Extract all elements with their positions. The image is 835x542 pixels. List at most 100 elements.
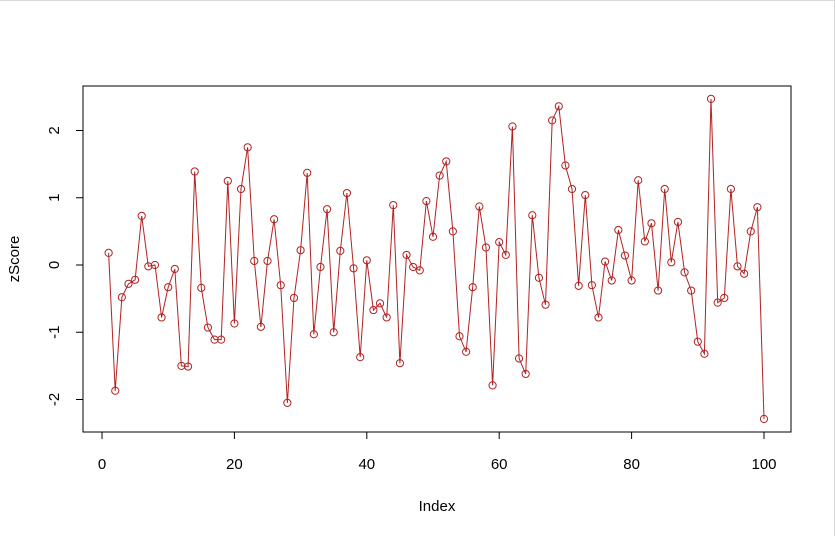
data-point [322,205,332,214]
data-point [514,354,524,363]
data-point [402,250,411,260]
data-point [673,217,683,227]
data-point [647,219,656,228]
data-point [495,238,504,247]
plot-frame [82,85,792,433]
x-tick-label: 100 [751,456,776,473]
data-point [693,337,702,346]
data-point [634,176,643,185]
data-point [462,347,471,356]
series-layer [104,94,769,424]
data-point [256,322,265,331]
data-point [428,232,438,241]
data-point [375,299,385,308]
data-point [170,264,179,274]
data-point [389,201,398,210]
data-point [316,262,325,272]
data-point [157,313,166,322]
y-tick-label: -1 [46,326,63,339]
data-point [342,188,352,198]
data-point [382,313,391,322]
data-point [369,305,378,315]
data-point [753,203,762,212]
data-point [422,197,431,206]
data-point [217,335,226,344]
data-point [567,184,577,194]
data-point [620,251,630,260]
data-point [607,276,616,285]
data-point [541,300,550,309]
data-point [177,361,186,370]
data-point [362,256,371,265]
data-point [700,349,709,358]
x-tick-label: 60 [491,456,508,473]
data-point [150,260,160,270]
data-point [746,227,755,236]
data-point [289,293,299,303]
data-point [660,184,669,194]
data-point [283,398,292,407]
data-point [561,161,570,170]
data-point [468,283,477,292]
data-point [131,275,140,284]
data-point [349,264,358,273]
data-point [733,262,742,271]
data-point [548,116,557,125]
y-axis: -2 -1 0 1 2 [46,126,84,406]
data-point [243,143,252,152]
data-point [190,167,199,176]
data-point [554,102,563,111]
x-tick-label: 0 [98,456,106,473]
data-point [475,202,484,211]
data-point [574,281,583,290]
data-point [336,246,345,255]
data-point [627,276,636,285]
data-point [395,359,404,368]
x-tick-label: 40 [358,456,375,473]
data-point [614,225,623,235]
data-point [501,250,510,260]
x-tick-label: 80 [623,456,640,473]
x-axis-label: Index [419,498,456,515]
data-point [680,268,689,277]
data-point [415,266,424,275]
data-point [164,283,173,292]
data-point [263,256,272,266]
data-point [713,298,722,307]
data-point [230,319,239,328]
data-point [587,281,596,290]
y-tick-label: 0 [46,261,63,269]
data-point [309,330,318,339]
data-point [296,246,305,255]
y-tick-label: -2 [46,393,63,406]
data-point [528,211,537,220]
data-point [442,157,451,166]
data-point [210,335,219,344]
x-tick-label: 20 [226,456,243,473]
data-point [521,369,530,379]
data-point [236,184,246,194]
data-point [137,211,146,221]
data-point [601,257,610,266]
data-point [720,293,729,303]
data-point [111,386,120,395]
data-point [329,328,338,337]
data-point [409,262,418,272]
data-point [534,273,544,282]
data-point [223,176,232,186]
data-point [488,381,497,390]
data-point [276,281,285,290]
series-line [108,98,765,420]
data-point [455,332,464,341]
y-tick-label: 1 [46,194,63,202]
data-point [124,279,133,288]
data-point [687,286,696,295]
data-point [104,248,113,257]
data-point [250,256,259,266]
y-axis-label: zScore [6,236,23,283]
data-point [759,414,769,424]
data-point [581,190,590,200]
data-point [740,269,749,278]
